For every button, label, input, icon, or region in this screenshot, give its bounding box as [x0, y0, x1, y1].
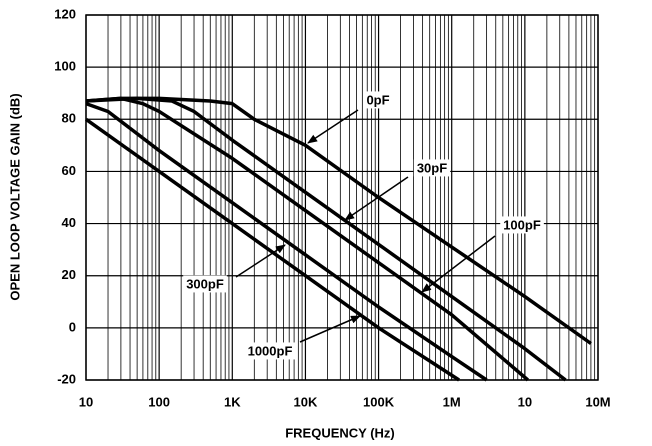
y-tick-label: 40	[62, 215, 76, 230]
series-label: 30pF	[417, 160, 447, 175]
series-label: 300pF	[186, 276, 224, 291]
y-tick-label: 20	[62, 267, 76, 282]
label-background	[500, 216, 544, 234]
label-arrow	[421, 235, 496, 293]
label-background	[244, 342, 296, 360]
series-label: 1000pF	[248, 343, 293, 358]
y-tick-label: 0	[69, 319, 76, 334]
label-arrow	[299, 315, 361, 343]
x-tick-label: 10	[79, 394, 93, 409]
label-arrow	[307, 109, 359, 144]
label-background	[363, 91, 393, 109]
x-tick-label: 100K	[363, 394, 395, 409]
plot-frame	[85, 14, 599, 381]
y-tick-label: 60	[62, 163, 76, 178]
y-tick-label: 100	[54, 59, 76, 74]
y-tick-label: -20	[57, 371, 76, 386]
y-axis-label: OPEN LOOP VOLTAGE GAIN (dB)	[7, 93, 22, 300]
x-tick-label: 10	[518, 394, 532, 409]
label-background	[183, 275, 227, 293]
x-tick-label: 1K	[224, 394, 241, 409]
x-tick-label: 100	[148, 394, 170, 409]
data-line	[84, 117, 461, 382]
series-label: 0pF	[366, 92, 389, 107]
label-background	[413, 159, 451, 177]
series-label: 100pF	[503, 217, 541, 232]
label-arrow	[344, 176, 409, 221]
data-line	[85, 101, 488, 382]
y-tick-label: 120	[54, 6, 76, 21]
label-arrow	[235, 244, 286, 278]
data-line	[85, 96, 567, 382]
x-tick-label: 10K	[293, 394, 317, 409]
y-tick-label: 80	[62, 111, 76, 126]
x-tick-label: 10M	[585, 394, 610, 409]
x-axis-label: FREQUENCY (Hz)	[285, 425, 395, 440]
data-line	[85, 96, 530, 382]
x-tick-label: 1M	[443, 394, 461, 409]
